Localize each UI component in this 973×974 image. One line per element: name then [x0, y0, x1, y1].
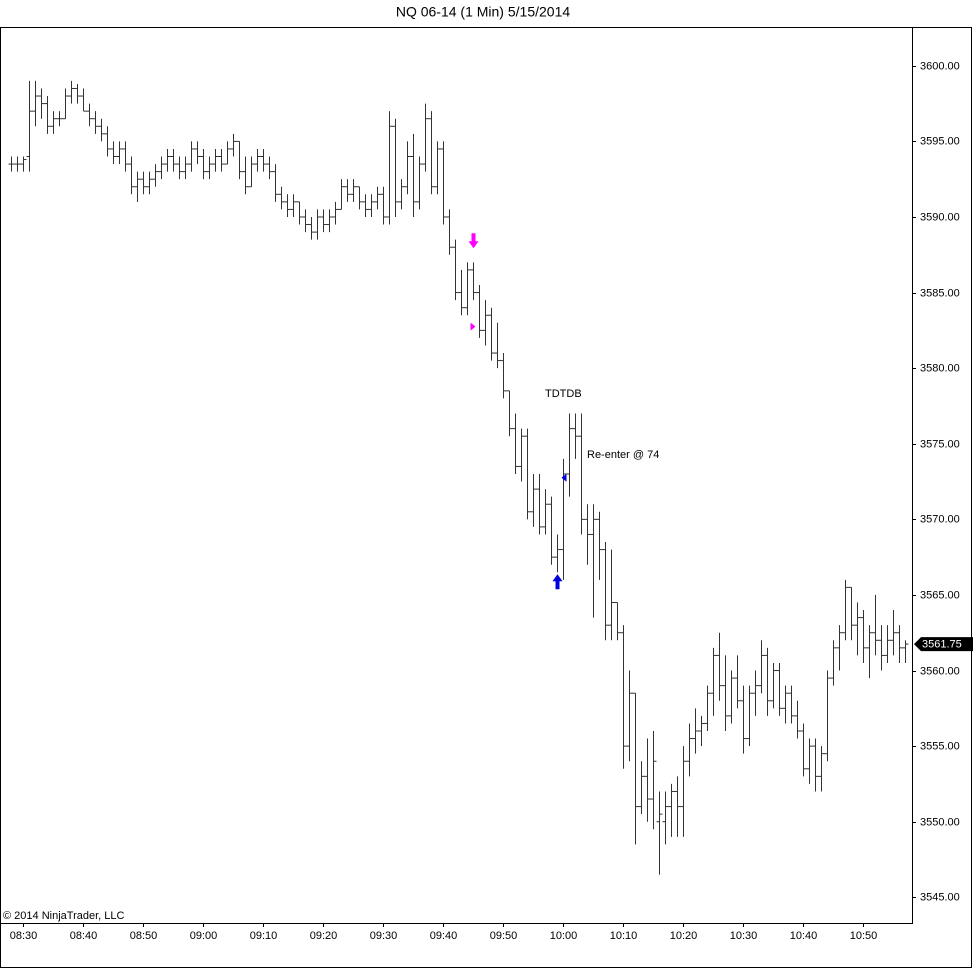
x-tick-label: 08:50	[130, 930, 158, 942]
x-tick-label: 08:30	[10, 930, 38, 942]
y-tick-label: 3565.00	[920, 589, 960, 601]
y-tick-label: 3575.00	[920, 438, 960, 450]
annotation: Re-enter @ 74	[587, 449, 659, 461]
y-tick-label: 3595.00	[920, 135, 960, 147]
x-tick-label: 09:10	[250, 930, 278, 942]
x-tick-label: 10:10	[610, 930, 638, 942]
y-tick-label: 3590.00	[920, 211, 960, 223]
y-tick-label: 3580.00	[920, 362, 960, 374]
last-price-box	[914, 637, 973, 652]
y-tick-label: 3600.00	[920, 60, 960, 72]
x-tick-label: 10:00	[550, 930, 578, 942]
y-tick-label: 3570.00	[920, 513, 960, 525]
x-tick-label: 09:50	[490, 930, 518, 942]
x-tick-label: 09:30	[370, 930, 398, 942]
plot-border	[0, 27, 913, 924]
y-tick-label: 3555.00	[920, 740, 960, 752]
last-price-label: 3561.75	[922, 638, 962, 650]
y-tick-label: 3585.00	[920, 287, 960, 299]
annotation: TDTDB	[545, 388, 582, 400]
x-tick-label: 10:40	[790, 930, 818, 942]
x-tick-label: 10:50	[850, 930, 878, 942]
x-tick-label: 10:20	[670, 930, 698, 942]
y-tick-label: 3560.00	[920, 665, 960, 677]
trade-marker	[468, 233, 479, 249]
x-tick-label: 09:00	[190, 930, 218, 942]
x-tick-label: 10:30	[730, 930, 758, 942]
y-tick-label: 3550.00	[920, 816, 960, 828]
x-tick-label: 09:40	[430, 930, 458, 942]
chart-border	[0, 27, 972, 968]
copyright: © 2014 NinjaTrader, LLC	[3, 910, 124, 922]
x-tick-label: 08:40	[70, 930, 98, 942]
y-tick-label: 3545.00	[920, 891, 960, 903]
trade-marker	[470, 322, 476, 331]
x-tick-label: 09:20	[310, 930, 338, 942]
trade-marker	[552, 574, 563, 590]
trade-marker	[561, 473, 567, 482]
chart-title: NQ 06-14 (1 Min) 5/15/2014	[396, 4, 571, 20]
